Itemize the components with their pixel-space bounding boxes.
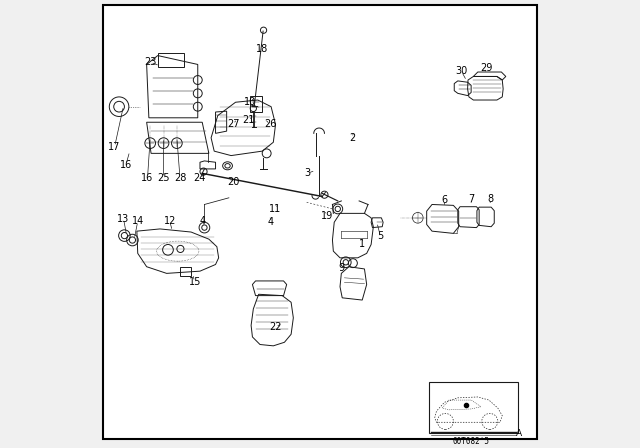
Text: 29: 29	[481, 63, 493, 73]
Text: 24: 24	[193, 173, 205, 183]
Text: 30: 30	[455, 66, 467, 76]
Text: 25: 25	[157, 173, 170, 183]
Text: 21: 21	[242, 115, 254, 125]
Text: 26: 26	[264, 120, 276, 129]
Text: 8: 8	[488, 194, 493, 204]
Text: 20: 20	[227, 177, 239, 187]
Text: 14: 14	[132, 216, 144, 226]
Text: 1: 1	[359, 239, 365, 249]
Text: 18: 18	[256, 44, 268, 54]
Text: 13: 13	[117, 214, 130, 224]
Text: 10: 10	[244, 97, 256, 107]
Bar	[250, 96, 262, 112]
Text: 4: 4	[268, 217, 274, 227]
Text: 27: 27	[227, 120, 239, 129]
Bar	[429, 382, 518, 433]
Text: 6: 6	[442, 195, 447, 205]
Bar	[157, 53, 184, 67]
Text: 00T082'5: 00T082'5	[452, 437, 490, 446]
Text: A: A	[516, 429, 522, 438]
Text: 16: 16	[141, 173, 154, 183]
Text: 17: 17	[108, 142, 121, 152]
Text: 5: 5	[378, 232, 383, 241]
Text: 11: 11	[269, 204, 282, 214]
Text: 15: 15	[188, 277, 201, 287]
Text: 9: 9	[339, 263, 344, 272]
Text: 28: 28	[174, 173, 186, 183]
Text: 3: 3	[305, 168, 310, 178]
Text: 23: 23	[144, 57, 156, 67]
Bar	[180, 267, 191, 276]
Text: 2: 2	[349, 133, 355, 143]
Text: 19: 19	[321, 211, 333, 220]
Text: 7: 7	[468, 194, 474, 204]
Text: 22: 22	[269, 322, 282, 332]
Text: 4: 4	[199, 216, 205, 226]
Text: 16: 16	[120, 160, 132, 170]
Text: 12: 12	[164, 216, 176, 226]
